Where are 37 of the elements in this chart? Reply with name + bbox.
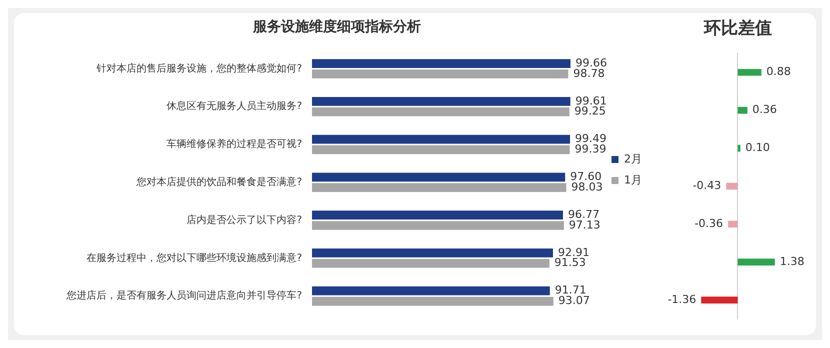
y-tick-label: 店内是否公示了以下内容? <box>186 214 302 226</box>
bar <box>738 258 775 266</box>
chart-title: 服务设施维度细项指标分析 <box>252 18 421 36</box>
y-tick-label: 休息区有无服务人员主动服务? <box>166 100 302 112</box>
data-label: 91.71 <box>554 284 586 297</box>
bar <box>738 144 740 152</box>
data-label: -0.36 <box>694 217 724 230</box>
data-label: 99.66 <box>575 56 607 70</box>
data-label: 99.49 <box>575 132 607 146</box>
bar <box>701 296 738 304</box>
data-label: -0.43 <box>692 179 722 192</box>
y-tick-label: 您对本店提供的饮品和餐食是否满意? <box>136 176 302 188</box>
bar <box>738 68 762 76</box>
y-tick-label: 您进店后，是否有服务人员询问进店意向并引导停车? <box>66 290 302 302</box>
bar <box>726 182 738 190</box>
data-label: 99.25 <box>574 104 606 118</box>
chart-title: 环比差值 <box>703 18 772 39</box>
bar <box>728 220 738 228</box>
y-tick-label: 在服务过程中，您对以下哪些环境设施感到满意? <box>86 252 302 264</box>
data-label: 98.78 <box>573 66 605 80</box>
legend-label: 1月 <box>624 173 642 186</box>
data-label: 91.53 <box>554 256 586 270</box>
data-label: 93.07 <box>558 294 590 308</box>
data-label: 1.38 <box>780 254 804 268</box>
y-tick-label: 车辆维修保养的过程是否可视? <box>166 138 302 150</box>
bar <box>738 106 748 114</box>
data-label: 99.39 <box>574 142 606 156</box>
data-label: 0.88 <box>766 65 791 78</box>
data-label: 0.36 <box>752 103 777 116</box>
legend-label: 2月 <box>624 152 642 166</box>
y-tick-label: 针对本店的售后服务设施，您的整体感觉如何? <box>96 62 302 74</box>
data-label: 96.77 <box>568 208 600 221</box>
data-label: 97.13 <box>568 218 600 232</box>
data-label: 92.91 <box>558 246 590 259</box>
data-label: 99.61 <box>575 94 607 108</box>
data-label: 0.10 <box>745 141 770 154</box>
data-label: -1.36 <box>668 292 696 306</box>
